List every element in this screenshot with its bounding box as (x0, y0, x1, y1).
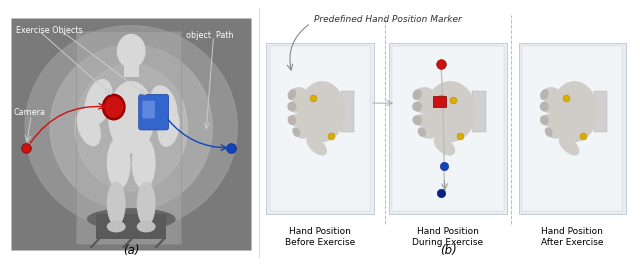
Ellipse shape (138, 222, 155, 232)
Text: Hand Position
Before Exercise: Hand Position Before Exercise (285, 227, 355, 247)
FancyBboxPatch shape (270, 46, 370, 211)
Ellipse shape (295, 126, 310, 138)
Ellipse shape (420, 126, 437, 138)
Ellipse shape (109, 82, 154, 153)
Ellipse shape (300, 82, 345, 142)
Ellipse shape (559, 136, 579, 155)
FancyBboxPatch shape (594, 91, 607, 132)
Text: Predefined Hand Position Marker: Predefined Hand Position Marker (314, 15, 462, 24)
Text: Hand Position
After Exercise: Hand Position After Exercise (541, 227, 604, 247)
FancyBboxPatch shape (266, 43, 374, 214)
Ellipse shape (108, 182, 125, 225)
Ellipse shape (413, 102, 421, 111)
FancyBboxPatch shape (472, 91, 486, 132)
Ellipse shape (552, 82, 597, 142)
FancyBboxPatch shape (392, 46, 504, 211)
Ellipse shape (102, 94, 125, 120)
Ellipse shape (88, 209, 175, 229)
Ellipse shape (132, 138, 155, 188)
Ellipse shape (541, 102, 548, 111)
FancyBboxPatch shape (388, 43, 508, 214)
Ellipse shape (105, 97, 122, 117)
Ellipse shape (289, 100, 308, 112)
Ellipse shape (307, 136, 326, 155)
Ellipse shape (289, 90, 296, 99)
Ellipse shape (75, 64, 188, 191)
Ellipse shape (77, 109, 100, 146)
FancyBboxPatch shape (342, 91, 355, 132)
FancyBboxPatch shape (522, 46, 623, 211)
Ellipse shape (108, 138, 130, 188)
Ellipse shape (545, 128, 552, 136)
Text: Exercise Objects: Exercise Objects (17, 26, 83, 35)
Ellipse shape (118, 34, 145, 68)
Ellipse shape (426, 82, 476, 142)
Ellipse shape (541, 100, 561, 112)
FancyBboxPatch shape (518, 43, 626, 214)
Text: (b): (b) (440, 244, 456, 257)
Ellipse shape (435, 136, 454, 155)
Ellipse shape (289, 114, 308, 126)
Text: (a): (a) (123, 244, 140, 257)
Ellipse shape (50, 45, 212, 210)
Ellipse shape (138, 182, 155, 225)
Ellipse shape (150, 86, 177, 128)
Ellipse shape (413, 90, 421, 99)
Ellipse shape (413, 116, 421, 124)
Ellipse shape (158, 109, 179, 146)
Ellipse shape (419, 128, 426, 136)
Ellipse shape (108, 222, 125, 232)
Ellipse shape (85, 80, 112, 124)
FancyBboxPatch shape (96, 214, 166, 239)
Ellipse shape (293, 128, 300, 136)
FancyBboxPatch shape (143, 101, 155, 118)
Ellipse shape (25, 26, 237, 229)
Ellipse shape (542, 88, 559, 101)
Ellipse shape (413, 100, 435, 112)
Ellipse shape (541, 90, 548, 99)
FancyBboxPatch shape (124, 64, 139, 77)
Text: Camera: Camera (14, 108, 46, 117)
Text: Hand Position
During Exercise: Hand Position During Exercise (412, 227, 484, 247)
Ellipse shape (548, 126, 563, 138)
Ellipse shape (288, 102, 296, 111)
Ellipse shape (290, 88, 307, 101)
Ellipse shape (541, 114, 560, 126)
Text: object  Path: object Path (186, 31, 234, 40)
Ellipse shape (414, 114, 435, 126)
FancyBboxPatch shape (433, 96, 446, 107)
FancyBboxPatch shape (139, 94, 169, 130)
FancyBboxPatch shape (12, 18, 251, 250)
Ellipse shape (288, 116, 296, 124)
Ellipse shape (541, 116, 548, 124)
FancyBboxPatch shape (76, 31, 181, 244)
Ellipse shape (415, 88, 434, 101)
